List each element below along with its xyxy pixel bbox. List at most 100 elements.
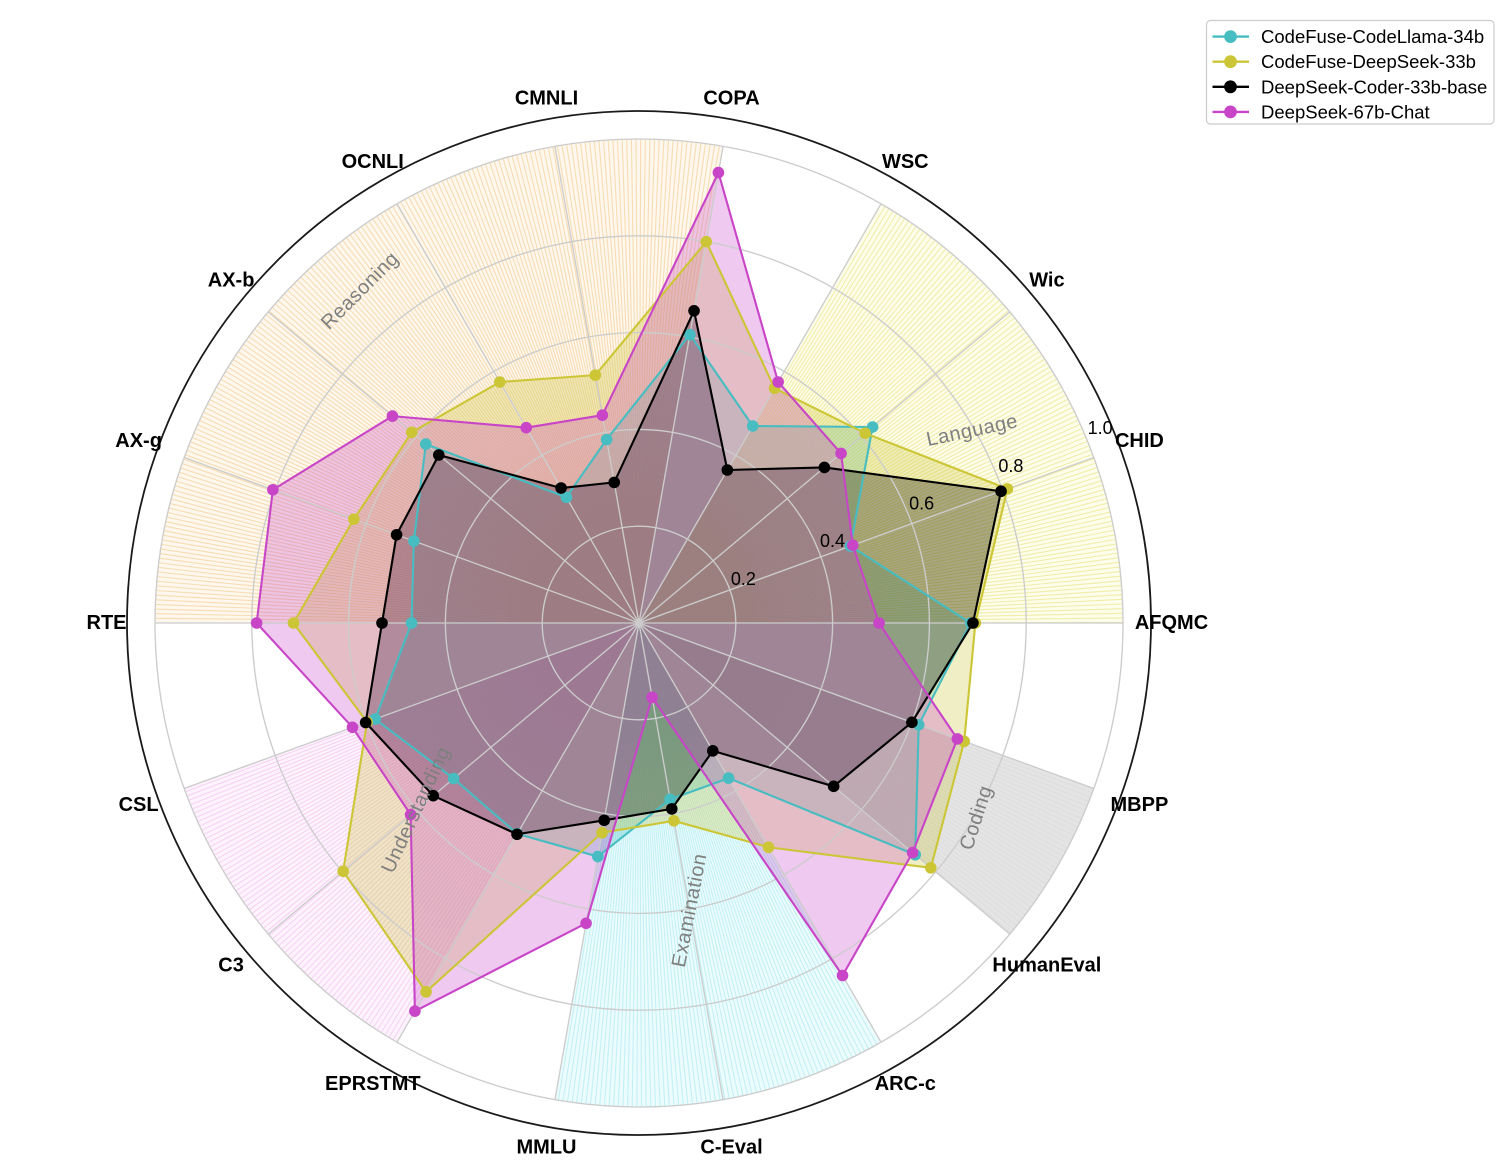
axis-label-Wic: Wic <box>1029 270 1064 292</box>
grid-spoke-AX-b <box>267 311 640 624</box>
legend-label: DeepSeek-67b-Chat <box>1261 101 1430 122</box>
series-point-DeepSeek-67b-Chat-RTE <box>250 617 263 629</box>
grid-spoke-CMNLI <box>554 146 640 624</box>
rtick-label-0.6: 0.6 <box>909 494 934 514</box>
axis-label-ARC-c: ARC-c <box>875 1073 936 1095</box>
axis-label-MBPP: MBPP <box>1111 794 1169 816</box>
series-point-DeepSeek-Coder-33b-base-COPA <box>688 305 700 317</box>
series-point-DeepSeek-Coder-33b-base-RTE <box>376 617 388 629</box>
series-point-DeepSeek-67b-Chat-EPRSTMT <box>409 1005 421 1017</box>
outer-spine <box>126 110 1152 1136</box>
category-sectors <box>155 138 1124 1108</box>
series-point-DeepSeek-67b-Chat-MBPP <box>951 733 964 745</box>
series-point-CodeFuse-CodeLlama-34b-MMLU <box>592 850 604 863</box>
series-point-CodeFuse-CodeLlama-34b-RTE <box>405 617 418 629</box>
series-DeepSeek-67b-Chat <box>250 166 964 1017</box>
legend-frame <box>1205 19 1495 125</box>
radial-tick-labels: 0.2 0.4 0.6 0.8 1.0 <box>731 418 1113 589</box>
series-fill-DeepSeek-67b-Chat <box>256 172 958 1012</box>
series-point-CodeFuse-CodeLlama-34b-C3 <box>447 772 460 785</box>
legend-swatch-marker <box>1224 105 1237 119</box>
series-lines <box>250 166 1014 1017</box>
grid-spoke-CHID <box>638 456 1095 624</box>
axis-label-C-Eval: C-Eval <box>700 1136 762 1158</box>
series-point-DeepSeek-67b-Chat-CSL <box>346 721 359 734</box>
series-point-DeepSeek-Coder-33b-base-C3 <box>427 789 440 802</box>
series-point-CodeFuse-CodeLlama-34b-AX-g <box>408 535 420 547</box>
series-point-CodeFuse-DeepSeek-33b-COPA <box>700 235 713 248</box>
legend-swatch-marker <box>1224 80 1237 94</box>
axis-labels: COPA WSC Wic CHID AFQMC MBPP HumanEval ARC-c C-E… <box>87 88 1209 1159</box>
rtick-label-0.8: 0.8 <box>998 456 1023 476</box>
series-point-DeepSeek-Coder-33b-base-AX-g <box>390 528 403 541</box>
series-fill-CodeFuse-DeepSeek-33b <box>293 241 1008 992</box>
series-point-CodeFuse-CodeLlama-34b-COPA <box>684 328 696 341</box>
series-point-CodeFuse-DeepSeek-33b-C3 <box>337 865 349 878</box>
series-point-CodeFuse-CodeLlama-34b-WSC <box>746 420 759 432</box>
series-point-DeepSeek-67b-Chat-OCNLI <box>520 421 533 434</box>
legend-item-DeepSeek-Coder-33b-base: DeepSeek-Coder-33b-base <box>1212 76 1487 97</box>
series-point-DeepSeek-67b-Chat-CHID <box>846 539 859 551</box>
grid-spoke-HumanEval <box>638 622 1011 935</box>
series-point-CodeFuse-DeepSeek-33b-HumanEval <box>924 862 937 874</box>
series-point-DeepSeek-67b-Chat-C-Eval <box>646 691 658 704</box>
series-point-CodeFuse-CodeLlama-34b-ARC-c <box>722 772 735 784</box>
series-point-DeepSeek-Coder-33b-base-AFQMC <box>967 617 979 629</box>
series-point-CodeFuse-DeepSeek-33b-EPRSTMT <box>420 986 432 998</box>
legend-label: CodeFuse-CodeLlama-34b <box>1261 26 1484 47</box>
axis-label-AFQMC: AFQMC <box>1135 612 1208 634</box>
axis-label-WSC: WSC <box>882 151 929 173</box>
series-point-DeepSeek-Coder-33b-base-MMLU <box>598 814 611 827</box>
axis-label-AX-g: AX-g <box>115 430 162 452</box>
grid-spoke-COPA <box>638 146 724 624</box>
series-point-DeepSeek-Coder-33b-base-Wic <box>818 461 831 474</box>
series-point-DeepSeek-Coder-33b-base-AX-b <box>432 449 445 461</box>
legend-swatch-marker <box>1224 55 1237 69</box>
rtick-label-0.4: 0.4 <box>820 531 845 551</box>
axis-label-C3: C3 <box>218 954 244 976</box>
axis-label-EPRSTMT: EPRSTMT <box>325 1073 421 1095</box>
grid-spoke-OCNLI <box>396 203 640 624</box>
series-point-CodeFuse-CodeLlama-34b-CMNLI <box>600 433 613 446</box>
series-point-CodeFuse-DeepSeek-33b-OCNLI <box>494 376 506 388</box>
axis-label-CSL: CSL <box>119 794 159 816</box>
rtick-label-1.0: 1.0 <box>1088 418 1113 438</box>
series-point-CodeFuse-DeepSeek-33b-ARC-c <box>762 841 775 854</box>
series-point-CodeFuse-DeepSeek-33b-RTE <box>287 617 300 629</box>
series-point-DeepSeek-67b-Chat-AX-g <box>267 483 279 496</box>
grid-ring <box>154 138 1124 1108</box>
legend-item-DeepSeek-67b-Chat: DeepSeek-67b-Chat <box>1212 101 1430 122</box>
series-point-DeepSeek-67b-Chat-HumanEval <box>906 846 919 859</box>
axis-label-OCNLI: OCNLI <box>342 151 404 173</box>
series-point-DeepSeek-67b-Chat-CMNLI <box>596 409 609 421</box>
legend-label: CodeFuse-DeepSeek-33b <box>1261 51 1476 72</box>
series-point-DeepSeek-67b-Chat-C3 <box>404 808 417 821</box>
axis-label-MMLU: MMLU <box>517 1136 577 1158</box>
series-point-CodeFuse-CodeLlama-34b-C-Eval <box>664 793 676 806</box>
series-DeepSeek-Coder-33b-base <box>359 305 1007 841</box>
series-point-CodeFuse-CodeLlama-34b-AX-b <box>420 438 432 450</box>
series-point-CodeFuse-DeepSeek-33b-AX-g <box>348 513 360 526</box>
series-point-CodeFuse-DeepSeek-33b-Wic <box>859 427 871 440</box>
series-fill-DeepSeek-Coder-33b-base <box>365 310 1002 835</box>
series-point-DeepSeek-Coder-33b-base-WSC <box>721 464 734 476</box>
series-point-DeepSeek-Coder-33b-base-MBPP <box>906 716 918 729</box>
legend-label: DeepSeek-Coder-33b-base <box>1261 76 1487 97</box>
grid-spoke-WSC <box>638 203 882 624</box>
series-point-DeepSeek-67b-Chat-COPA <box>712 166 725 179</box>
series-point-DeepSeek-Coder-33b-base-HumanEval <box>827 780 840 793</box>
series-point-DeepSeek-67b-Chat-MMLU <box>580 917 592 930</box>
series-point-CodeFuse-CodeLlama-34b-OCNLI <box>560 491 573 504</box>
axis-label-RTE: RTE <box>87 612 127 634</box>
series-point-CodeFuse-DeepSeek-33b-CMNLI <box>589 369 602 381</box>
legend: CodeFuse-CodeLlama-34b CodeFuse-DeepSeek-… <box>1205 19 1495 125</box>
spine-circle <box>126 110 1152 1136</box>
series-point-DeepSeek-67b-Chat-Wic <box>835 447 847 460</box>
series-point-DeepSeek-Coder-33b-base-C-Eval <box>665 803 678 815</box>
series-point-DeepSeek-Coder-33b-base-CSL <box>359 716 372 729</box>
grid-ring <box>347 331 931 915</box>
axis-label-CMNLI: CMNLI <box>515 88 578 110</box>
legend-swatch-marker <box>1224 30 1237 43</box>
